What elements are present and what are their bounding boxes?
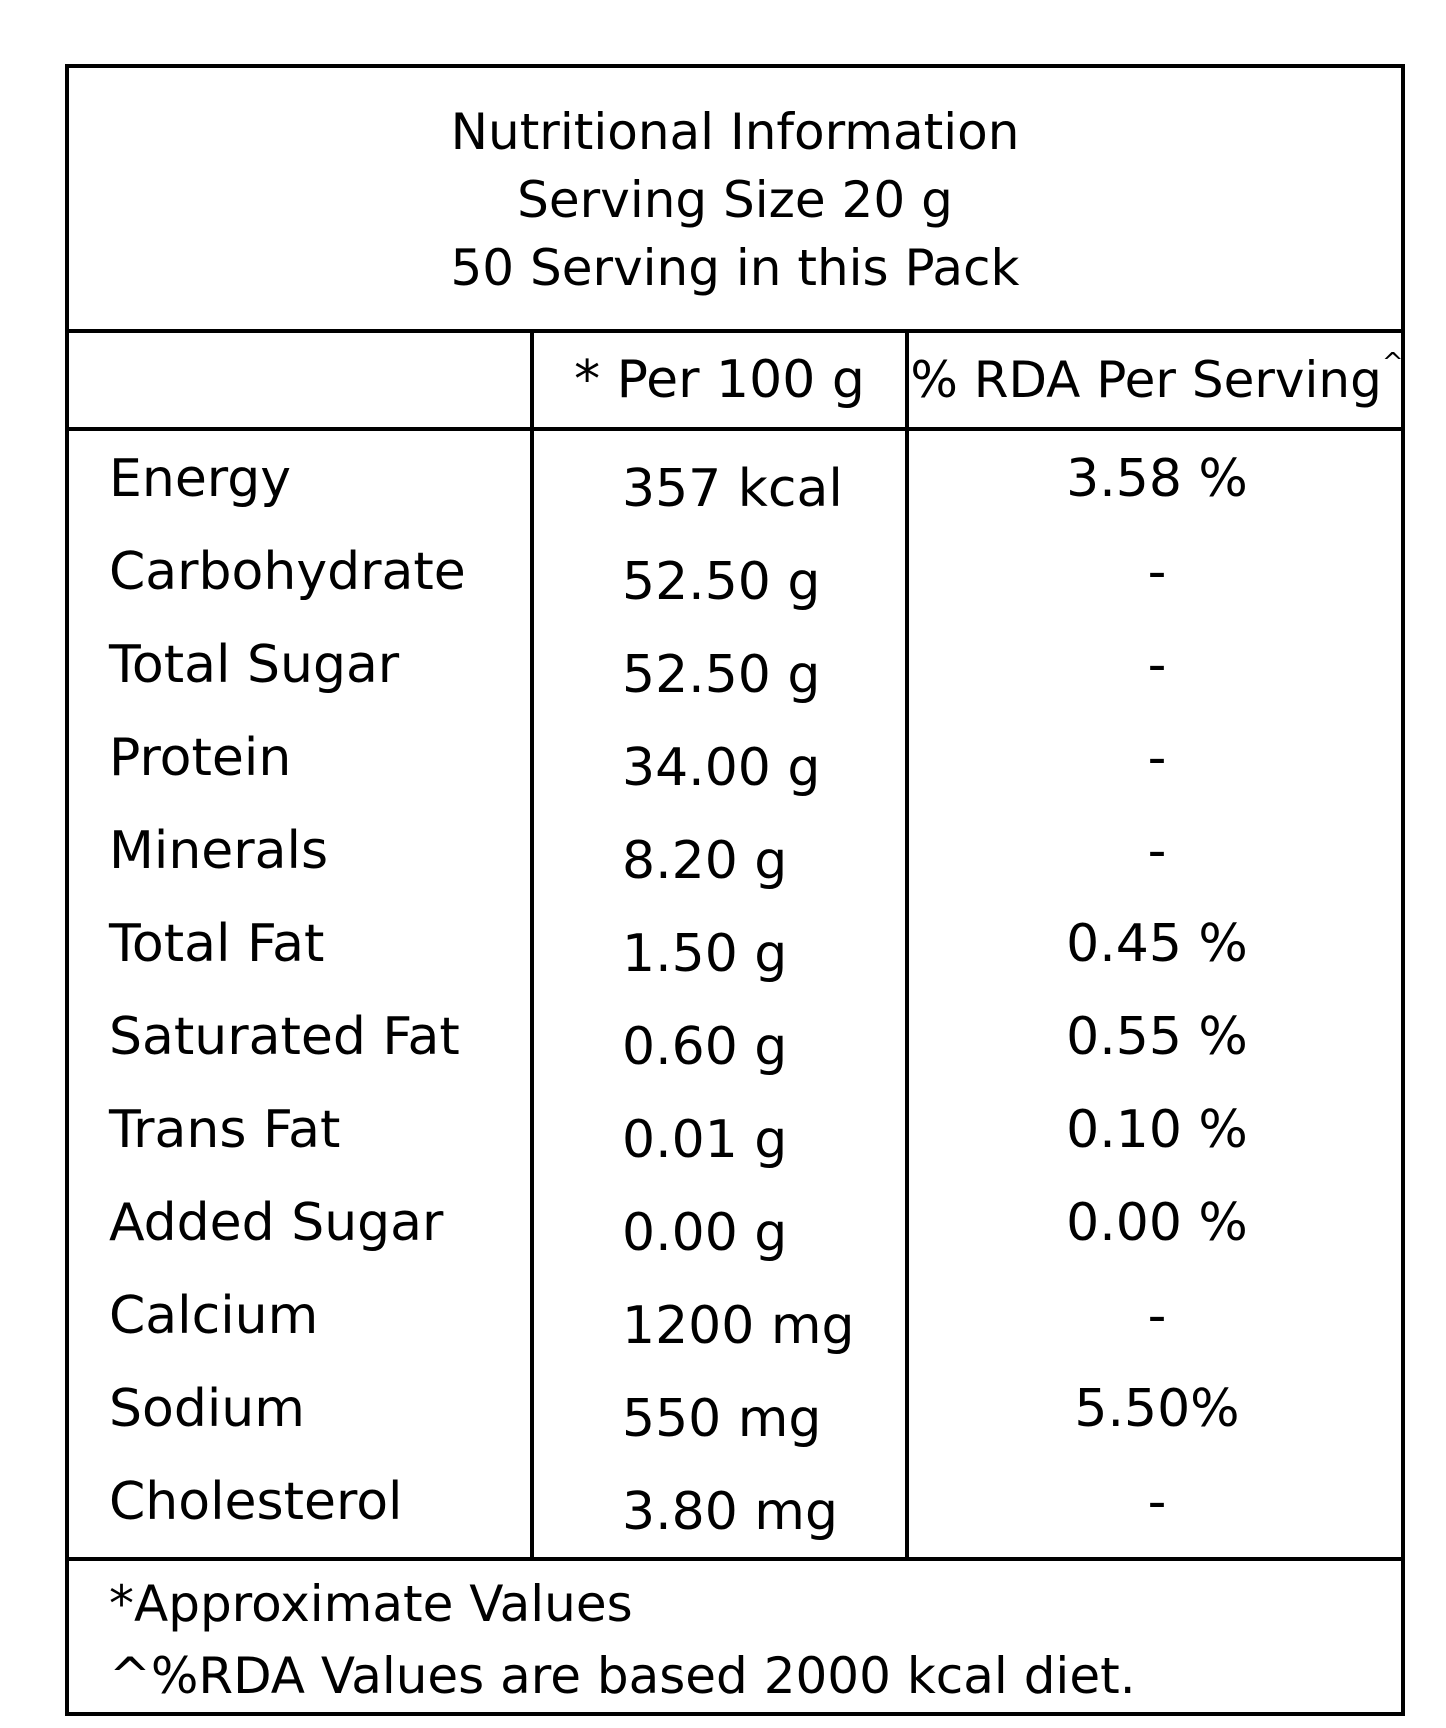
- column-header-per-100g: * Per 100 g: [574, 350, 865, 410]
- nutrient-name: Trans Fat: [109, 1100, 341, 1160]
- nutrient-row: Protein 34.00 g -: [69, 728, 1401, 820]
- nutrient-name: Energy: [109, 449, 292, 509]
- nutrient-rda: 0.45 %: [1066, 914, 1248, 974]
- nutrient-rda: 0.00 %: [1066, 1193, 1248, 1253]
- footnote-approximate: *Approximate Values: [109, 1575, 633, 1633]
- nutrient-row: Total Fat 1.50 g 0.45 %: [69, 914, 1401, 1006]
- footnote-rda-basis: ^%RDA Values are based 2000 kcal diet.: [109, 1647, 1136, 1705]
- nutrient-row: Energy 357 kcal 3.58 %: [69, 449, 1401, 541]
- nutrient-rda: 5.50%: [1074, 1379, 1240, 1439]
- rda-caret-mark: ^: [1381, 348, 1404, 378]
- nutrient-row: Minerals 8.20 g -: [69, 821, 1401, 913]
- nutrient-row: Carbohydrate 52.50 g -: [69, 542, 1401, 634]
- nutrient-per-100g: 34.00 g: [622, 738, 821, 798]
- nutrient-rda: -: [1147, 821, 1167, 881]
- nutrient-name: Calcium: [109, 1286, 319, 1346]
- serving-size: Serving Size 20 g: [517, 171, 953, 229]
- nutrient-name: Minerals: [109, 821, 329, 881]
- servings-per-pack: 50 Serving in this Pack: [450, 239, 1020, 297]
- nutrient-row: Calcium 1200 mg -: [69, 1286, 1401, 1378]
- nutrient-per-100g: 8.20 g: [622, 831, 788, 891]
- nutrient-name: Total Fat: [109, 914, 325, 974]
- nutrient-rows: Energy 357 kcal 3.58 % Carbohydrate 52.5…: [69, 431, 1401, 1557]
- nutrient-per-100g: 0.60 g: [622, 1017, 788, 1077]
- nutrient-name: Total Sugar: [109, 635, 400, 695]
- column-divider-1: [530, 333, 534, 1557]
- nutrient-name: Saturated Fat: [109, 1007, 460, 1067]
- nutrient-per-100g: 0.01 g: [622, 1110, 788, 1170]
- nutrient-name: Cholesterol: [109, 1472, 403, 1532]
- column-header-rda-label: % RDA Per Serving: [910, 351, 1382, 409]
- nutrient-per-100g: 1.50 g: [622, 924, 788, 984]
- nutrient-row: Added Sugar 0.00 g 0.00 %: [69, 1193, 1401, 1285]
- column-header-row: * Per 100 g % RDA Per Serving^: [69, 333, 1404, 431]
- column-header-rda: % RDA Per Serving^: [909, 333, 1405, 427]
- column-divider-2: [905, 333, 909, 1557]
- nutrient-row: Sodium 550 mg 5.50%: [69, 1379, 1401, 1471]
- nutrient-rda: 0.55 %: [1066, 1007, 1248, 1067]
- nutrient-row: Total Sugar 52.50 g -: [69, 635, 1401, 727]
- nutrient-name: Sodium: [109, 1379, 305, 1439]
- nutrient-row: Saturated Fat 0.60 g 0.55 %: [69, 1007, 1401, 1099]
- nutrient-name: Added Sugar: [109, 1193, 444, 1253]
- nutrient-name: Protein: [109, 728, 292, 788]
- panel-footer: *Approximate Values ^%RDA Values are bas…: [69, 1557, 1401, 1720]
- nutrient-rda: 0.10 %: [1066, 1100, 1248, 1160]
- nutrient-row: Trans Fat 0.01 g 0.10 %: [69, 1100, 1401, 1192]
- nutrient-rda: -: [1147, 635, 1167, 695]
- nutrient-per-100g: 3.80 mg: [622, 1482, 838, 1542]
- panel-title: Nutritional Information: [450, 103, 1020, 161]
- nutrient-per-100g: 1200 mg: [622, 1296, 855, 1356]
- nutrient-per-100g: 52.50 g: [622, 645, 821, 705]
- nutrient-per-100g: 357 kcal: [622, 459, 843, 519]
- panel-header: Nutritional Information Serving Size 20 …: [69, 68, 1401, 333]
- nutrient-per-100g: 550 mg: [622, 1389, 822, 1449]
- nutrient-rda: -: [1147, 542, 1167, 602]
- nutrient-rda: -: [1147, 1472, 1167, 1532]
- nutrient-rda: -: [1147, 728, 1167, 788]
- nutrient-per-100g: 52.50 g: [622, 552, 821, 612]
- nutrient-row: Cholesterol 3.80 mg -: [69, 1472, 1401, 1564]
- nutrition-panel: Nutritional Information Serving Size 20 …: [65, 64, 1405, 1716]
- nutrient-name: Carbohydrate: [109, 542, 466, 602]
- nutrient-rda: -: [1147, 1286, 1167, 1346]
- nutrient-rda: 3.58 %: [1066, 449, 1248, 509]
- nutrient-per-100g: 0.00 g: [622, 1203, 788, 1263]
